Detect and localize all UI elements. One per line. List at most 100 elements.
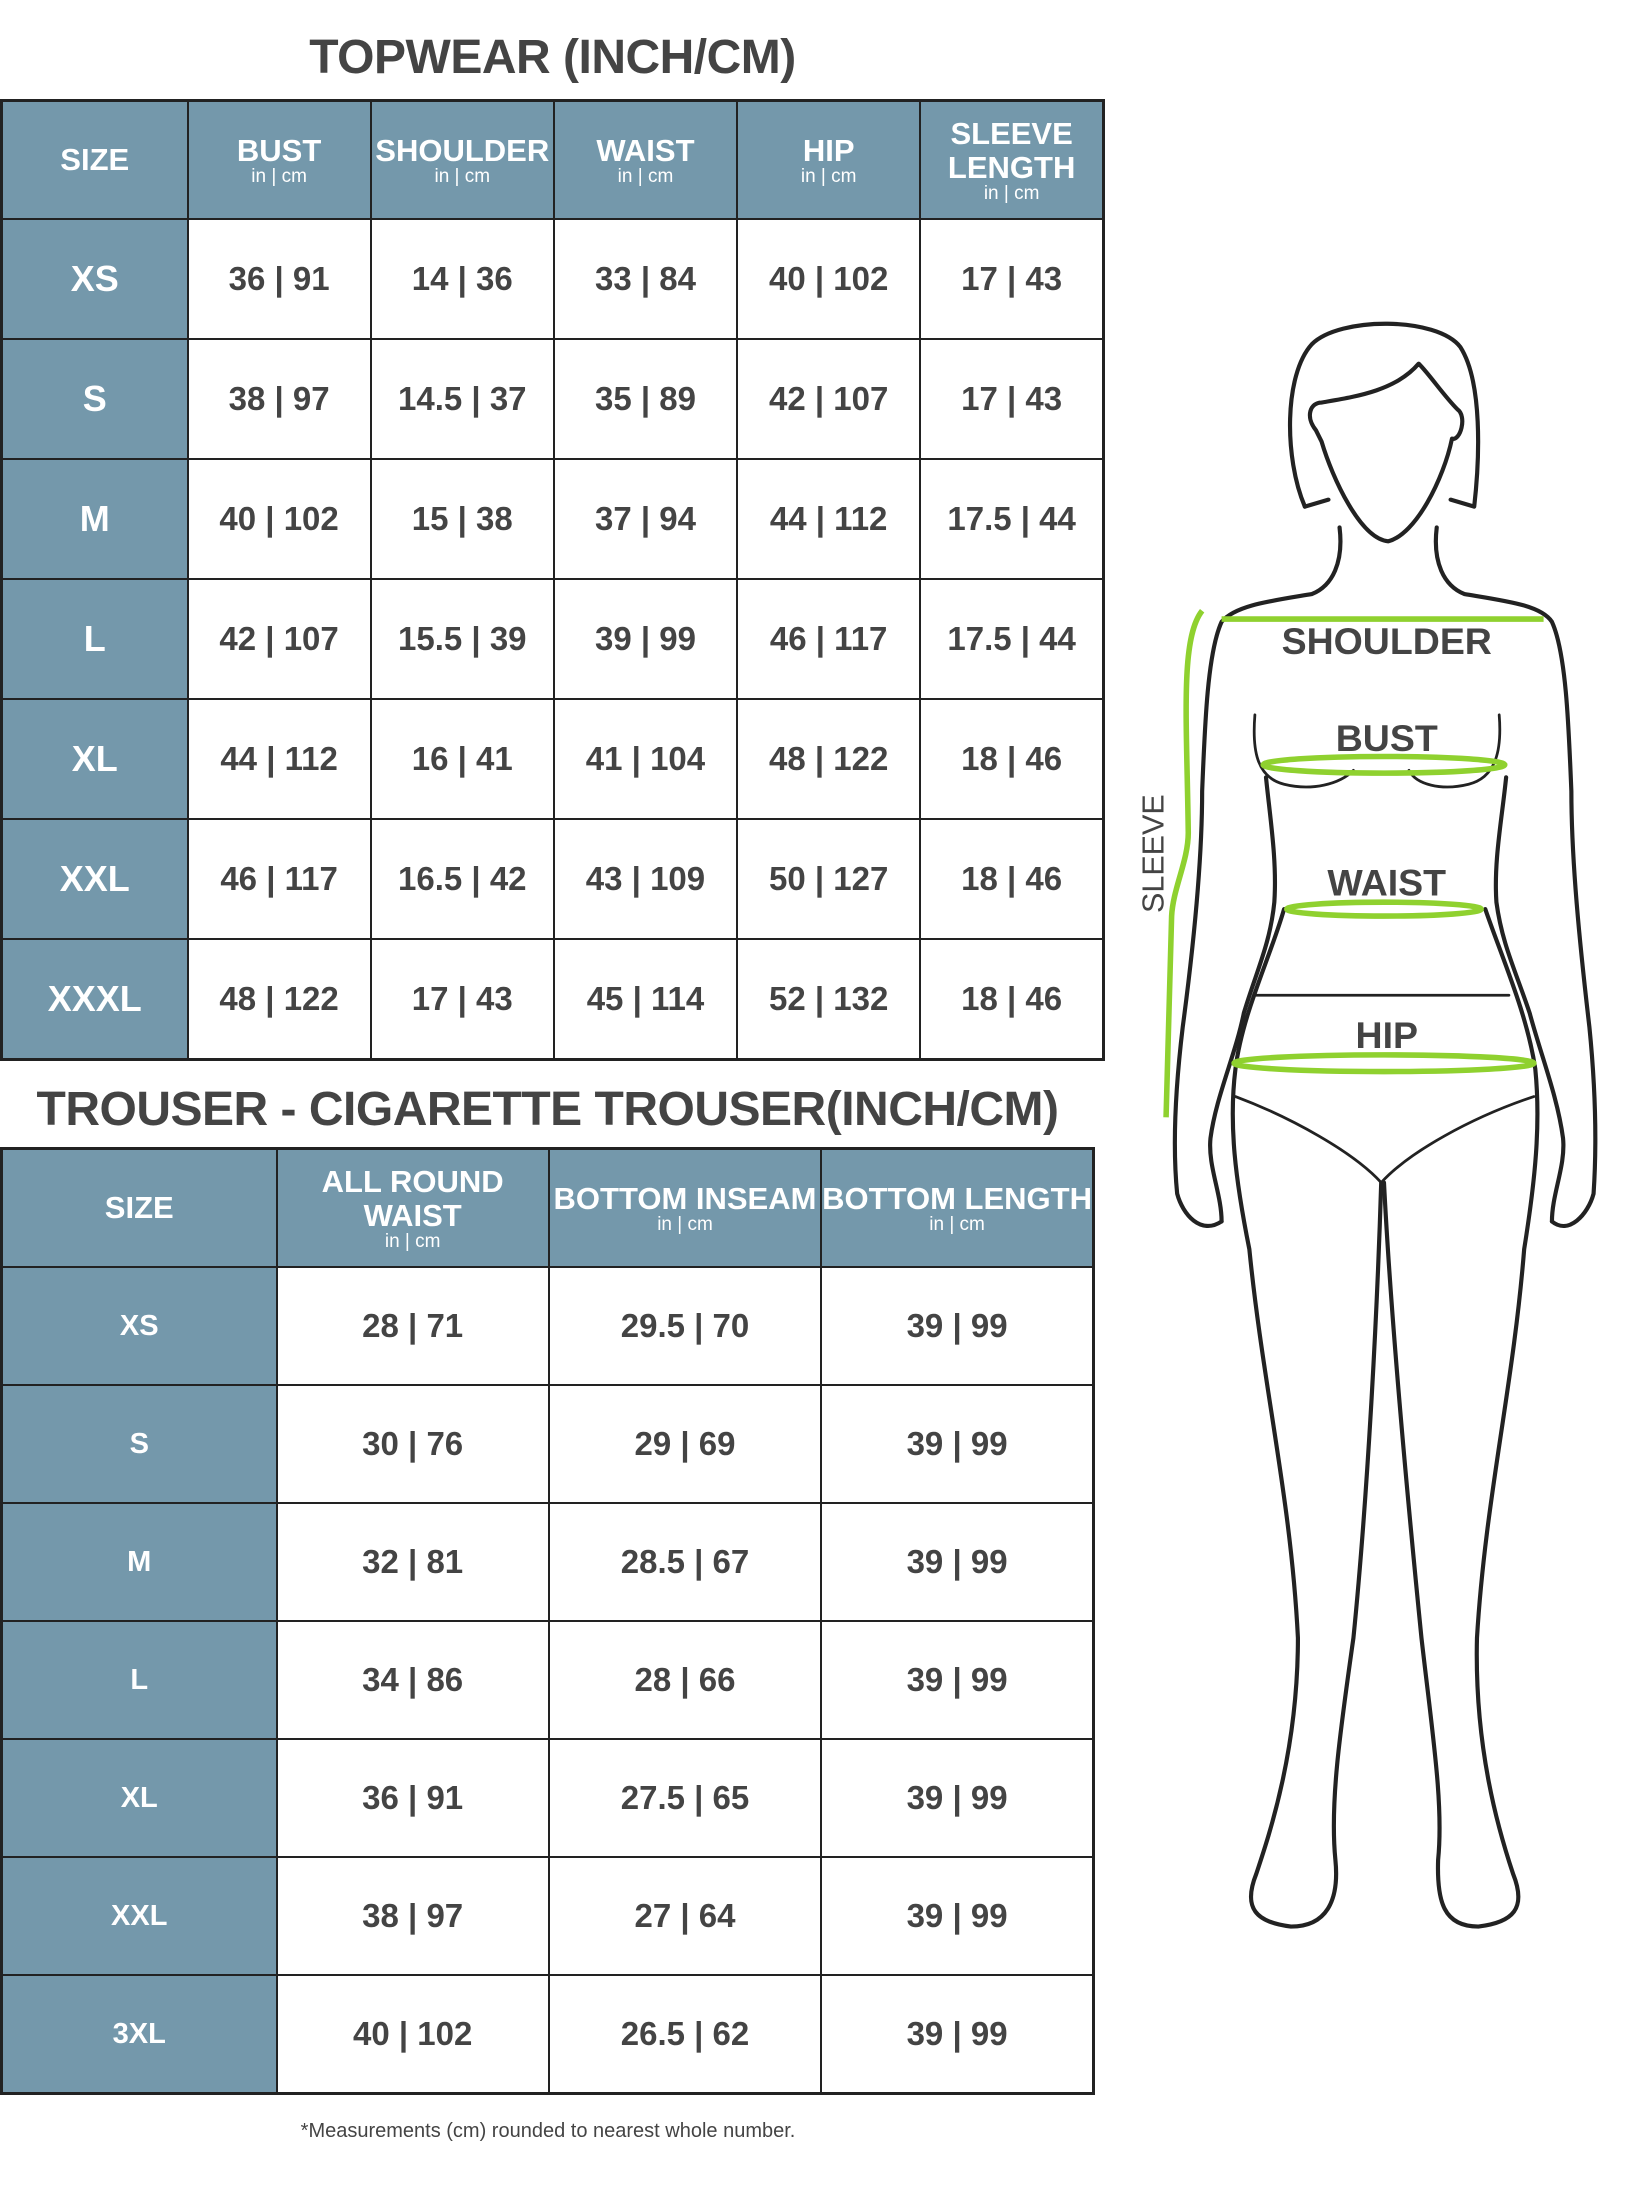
measurement-cell: 18 | 46 bbox=[919, 818, 1105, 940]
measurement-cell: 28.5 | 67 bbox=[547, 1502, 823, 1622]
column-header: BUST in | cm bbox=[186, 99, 372, 220]
measurement-cell: 40 | 102 bbox=[186, 458, 372, 580]
measurement-cell: 44 | 112 bbox=[736, 458, 922, 580]
size-cell: L bbox=[0, 578, 189, 700]
table-row: XXL 46 | 117 16.5 | 42 43 | 109 50 | 127 18 |… bbox=[0, 818, 1105, 940]
measurement-cell: 30 | 76 bbox=[275, 1384, 550, 1504]
table-row: XL 44 | 112 16 | 41 41 | 104 48 | 122 18 | 46 bbox=[0, 698, 1105, 820]
measurement-cell: 17.5 | 44 bbox=[919, 578, 1105, 700]
measurement-cell: 39 | 99 bbox=[820, 1384, 1095, 1504]
hip-label: HIP bbox=[1356, 1014, 1418, 1056]
measurement-cell: 37 | 94 bbox=[552, 458, 739, 580]
unit-label: in | cm bbox=[384, 1231, 441, 1252]
table-row: M 32 | 81 28.5 | 67 39 | 99 bbox=[0, 1502, 1095, 1622]
column-header: SHOULDER in | cm bbox=[369, 99, 555, 220]
measurement-cell: 29.5 | 70 bbox=[547, 1266, 823, 1386]
footnote: *Measurements (cm) rounded to nearest wh… bbox=[300, 2120, 796, 2142]
measurement-lines bbox=[1163, 608, 1544, 1118]
sleeve-label: SLEEVE bbox=[1136, 794, 1170, 913]
measurement-cell: 52 | 132 bbox=[736, 938, 922, 1061]
size-cell: XS bbox=[0, 218, 189, 340]
measurement-cell: 50 | 127 bbox=[736, 818, 922, 940]
measurement-cell: 16 | 41 bbox=[369, 698, 555, 820]
measurement-cell: 28 | 66 bbox=[547, 1620, 823, 1740]
bust-label: BUST bbox=[1336, 717, 1438, 759]
table-row: XL 36 | 91 27.5 | 65 39 | 99 bbox=[0, 1738, 1095, 1858]
column-header-label: SIZE bbox=[104, 1190, 174, 1225]
measurement-cell: 27.5 | 65 bbox=[547, 1738, 823, 1858]
measurement-cell: 39 | 99 bbox=[820, 1266, 1095, 1386]
column-header: BOTTOM LENGTH in | cm bbox=[820, 1147, 1095, 1268]
measurement-cell: 38 | 97 bbox=[275, 1856, 550, 1976]
column-header: SIZE bbox=[0, 1147, 278, 1268]
measurement-cell: 39 | 99 bbox=[820, 1502, 1095, 1622]
measurement-cell: 46 | 117 bbox=[186, 818, 372, 940]
waist-line bbox=[1284, 899, 1484, 919]
measurement-cell: 34 | 86 bbox=[275, 1620, 550, 1740]
size-cell: XL bbox=[0, 1738, 278, 1858]
measurement-cell: 45 | 114 bbox=[552, 938, 739, 1061]
table-row: XS 28 | 71 29.5 | 70 39 | 99 bbox=[0, 1266, 1095, 1386]
sleeve-line bbox=[1163, 608, 1205, 1118]
column-header-label: SHOULDER bbox=[375, 133, 550, 168]
measurement-cell: 15 | 38 bbox=[369, 458, 555, 580]
column-header: SLEEVE LENGTH in | cm bbox=[919, 99, 1105, 220]
measurement-cell: 46 | 117 bbox=[736, 578, 922, 700]
shoulder-label: SHOULDER bbox=[1282, 620, 1492, 662]
measurement-cell: 43 | 109 bbox=[552, 818, 739, 940]
size-cell: M bbox=[0, 458, 189, 580]
size-cell: XXL bbox=[0, 818, 189, 940]
unit-label: in | cm bbox=[657, 1214, 713, 1235]
measurement-cell: 42 | 107 bbox=[186, 578, 372, 700]
column-header-label: WAIST bbox=[596, 133, 695, 168]
size-cell: S bbox=[0, 338, 189, 460]
trouser-title: TROUSER - CIGARETTE TROUSER(INCH/CM) bbox=[36, 1083, 1059, 1136]
measurement-cell: 42 | 107 bbox=[736, 338, 922, 460]
measurement-cell: 39 | 99 bbox=[820, 1620, 1095, 1740]
column-header-label: ALL ROUND WAIST bbox=[321, 1164, 504, 1233]
column-header: WAIST in | cm bbox=[552, 99, 739, 220]
measurement-cell: 15.5 | 39 bbox=[369, 578, 555, 700]
measurement-cell: 48 | 122 bbox=[186, 938, 372, 1061]
measurement-cell: 39 | 99 bbox=[820, 1974, 1095, 2095]
measurement-cell: 17 | 43 bbox=[919, 218, 1105, 340]
column-header-label: SLEEVE LENGTH bbox=[947, 116, 1076, 185]
size-cell: XL bbox=[0, 698, 189, 820]
table-row: L 34 | 86 28 | 66 39 | 99 bbox=[0, 1620, 1095, 1740]
measurement-cell: 39 | 99 bbox=[820, 1738, 1095, 1858]
waist-label: WAIST bbox=[1327, 861, 1446, 903]
table-row: L 42 | 107 15.5 | 39 39 | 99 46 | 117 17.5 | … bbox=[0, 578, 1105, 700]
size-cell: XS bbox=[0, 1266, 278, 1386]
measurement-cell: 40 | 102 bbox=[275, 1974, 550, 2095]
column-header-label: HIP bbox=[802, 133, 855, 168]
measurement-cell: 17.5 | 44 bbox=[919, 458, 1105, 580]
table-row: 3XL 40 | 102 26.5 | 62 39 | 99 bbox=[0, 1974, 1095, 2095]
topwear-title: TOPWEAR (INCH/CM) bbox=[309, 31, 796, 84]
header-row: SIZE BUST in | cm SHOULDER in | cm WAIST in | … bbox=[0, 99, 1105, 220]
unit-label: in | cm bbox=[251, 166, 307, 187]
unit-label: in | cm bbox=[929, 1214, 985, 1235]
measurement-cell: 26.5 | 62 bbox=[547, 1974, 823, 2095]
trouser-size-table: SIZE ALL ROUND WAIST in | cm BOTTOM INSEAM i… bbox=[0, 1147, 1095, 2095]
measurement-cell: 36 | 91 bbox=[275, 1738, 550, 1858]
header-row: SIZE ALL ROUND WAIST in | cm BOTTOM INSEAM i… bbox=[0, 1147, 1095, 1268]
bust-line bbox=[1260, 753, 1508, 776]
measurement-cell: 48 | 122 bbox=[736, 698, 922, 820]
unit-label: in | cm bbox=[800, 166, 857, 187]
measurement-cell: 14 | 36 bbox=[369, 218, 555, 340]
size-cell: S bbox=[0, 1384, 278, 1504]
column-header: SIZE bbox=[0, 99, 189, 220]
unit-label: in | cm bbox=[617, 166, 674, 187]
column-header-label: BOTTOM LENGTH bbox=[822, 1181, 1092, 1216]
size-cell: 3XL bbox=[0, 1974, 278, 2095]
column-header: ALL ROUND WAIST in | cm bbox=[275, 1147, 550, 1268]
unit-label: in | cm bbox=[983, 183, 1040, 204]
hip-line bbox=[1231, 1052, 1537, 1075]
column-header-label: BUST bbox=[236, 133, 322, 168]
column-header-label: SIZE bbox=[60, 142, 130, 177]
measurement-cell: 36 | 91 bbox=[186, 218, 372, 340]
size-cell: XXXL bbox=[0, 938, 189, 1061]
measurement-cell: 17 | 43 bbox=[919, 338, 1105, 460]
table-row: S 38 | 97 14.5 | 37 35 | 89 42 | 107 17 | 43 bbox=[0, 338, 1105, 460]
measurement-cell: 18 | 46 bbox=[919, 938, 1105, 1061]
